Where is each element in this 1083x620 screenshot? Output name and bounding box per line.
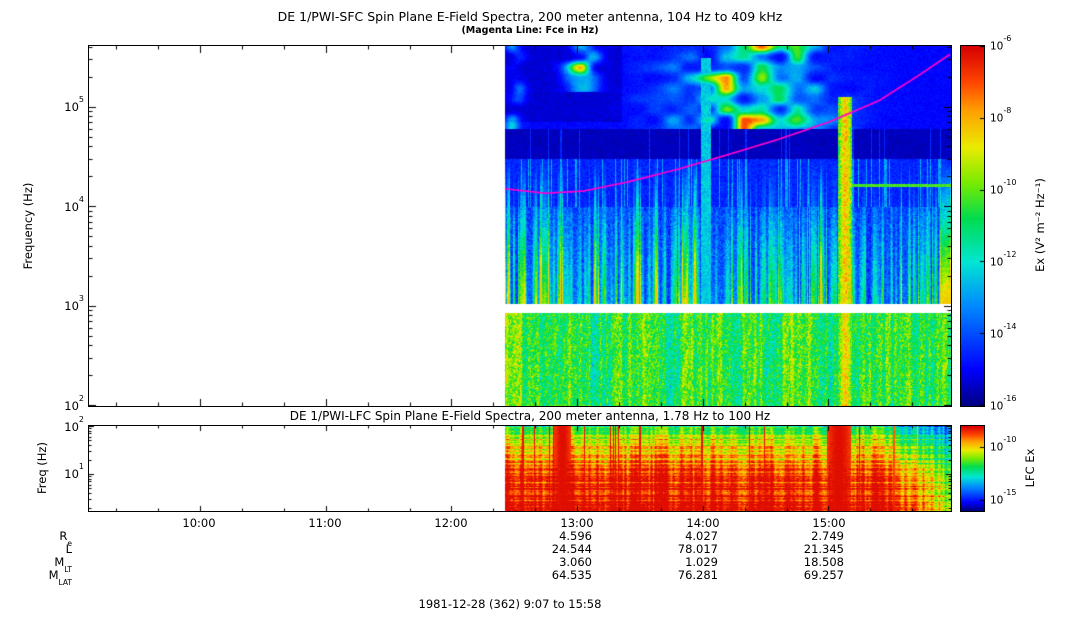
sfc-cbar-tick-1: 10-8 [990, 106, 1012, 125]
xtick-1200: 12:00 [434, 516, 468, 530]
sfc-cbar-tick-2: 10-10 [990, 178, 1017, 197]
sfc-title: DE 1/PWI-SFC Spin Plane E-Field Spectra,… [277, 9, 783, 24]
sfc-subtitle: (Magenta Line: Fce in Hz) [461, 25, 599, 36]
xtick-1000: 10:00 [182, 516, 216, 530]
eph-l-1300: 24.544 [551, 542, 592, 556]
lfc-cbar-label: LFC Ex [1023, 448, 1037, 488]
lfc-colorbar-canvas [961, 426, 984, 511]
sfc-ytick-1e3: 103 [64, 294, 84, 313]
eph-label-l: L [65, 542, 72, 556]
eph-re-1300: 4.596 [559, 529, 592, 543]
sfc-ytick-1e5: 105 [64, 95, 84, 114]
eph-l-1500: 21.345 [803, 542, 844, 556]
eph-mlt-1400: 1.029 [685, 555, 718, 569]
lfc-title: DE 1/PWI-LFC Spin Plane E-Field Spectra,… [289, 409, 771, 423]
sfc-cbar-tick-5: 10-16 [990, 394, 1017, 413]
lfc-ytick-1e2: 102 [64, 415, 84, 434]
lfc-spectrogram-panel [88, 425, 952, 512]
sfc-cbar-label: Ex (V² m⁻² Hz⁻¹) [1033, 178, 1047, 272]
eph-label-mlat: MLAT [48, 568, 72, 588]
sfc-cbar-tick-3: 10-12 [990, 250, 1017, 269]
eph-mlat-1500: 69.257 [803, 568, 844, 582]
eph-re-1500: 2.749 [811, 529, 844, 543]
date-range-label: 1981-12-28 (362) 9:07 to 15:58 [418, 597, 602, 611]
xtick-1100: 11:00 [308, 516, 342, 530]
sfc-spectrogram-panel [88, 45, 952, 407]
xtick-1300: 13:00 [560, 516, 594, 530]
sfc-ytick-1e2: 102 [64, 394, 84, 413]
eph-l-1400: 78.017 [677, 542, 718, 556]
eph-label-mlt: MLT [54, 555, 72, 575]
eph-re-1400: 4.027 [685, 529, 718, 543]
eph-mlat-1300: 64.535 [551, 568, 592, 582]
lfc-colorbar [960, 425, 985, 512]
sfc-colorbar [960, 45, 985, 407]
eph-mlat-1400: 76.281 [677, 568, 718, 582]
lfc-ytick-1e1: 101 [64, 462, 84, 481]
lfc-cbar-tick-1: 10-15 [990, 488, 1017, 507]
xtick-1400: 14:00 [686, 516, 720, 530]
sfc-spectrogram-canvas [89, 46, 951, 406]
sfc-ytick-1e4: 104 [64, 195, 84, 214]
lfc-cbar-tick-0: 10-10 [990, 435, 1017, 454]
eph-mlt-1500: 18.508 [803, 555, 844, 569]
sfc-colorbar-canvas [961, 46, 984, 406]
sfc-ylabel: Frequency (Hz) [21, 182, 35, 270]
sfc-cbar-tick-4: 10-14 [990, 322, 1017, 341]
lfc-spectrogram-canvas [89, 426, 951, 511]
xtick-1500: 15:00 [812, 516, 846, 530]
eph-mlt-1300: 3.060 [559, 555, 592, 569]
eph-label-re: Re [59, 529, 72, 549]
sfc-cbar-tick-0: 10-6 [990, 34, 1012, 53]
